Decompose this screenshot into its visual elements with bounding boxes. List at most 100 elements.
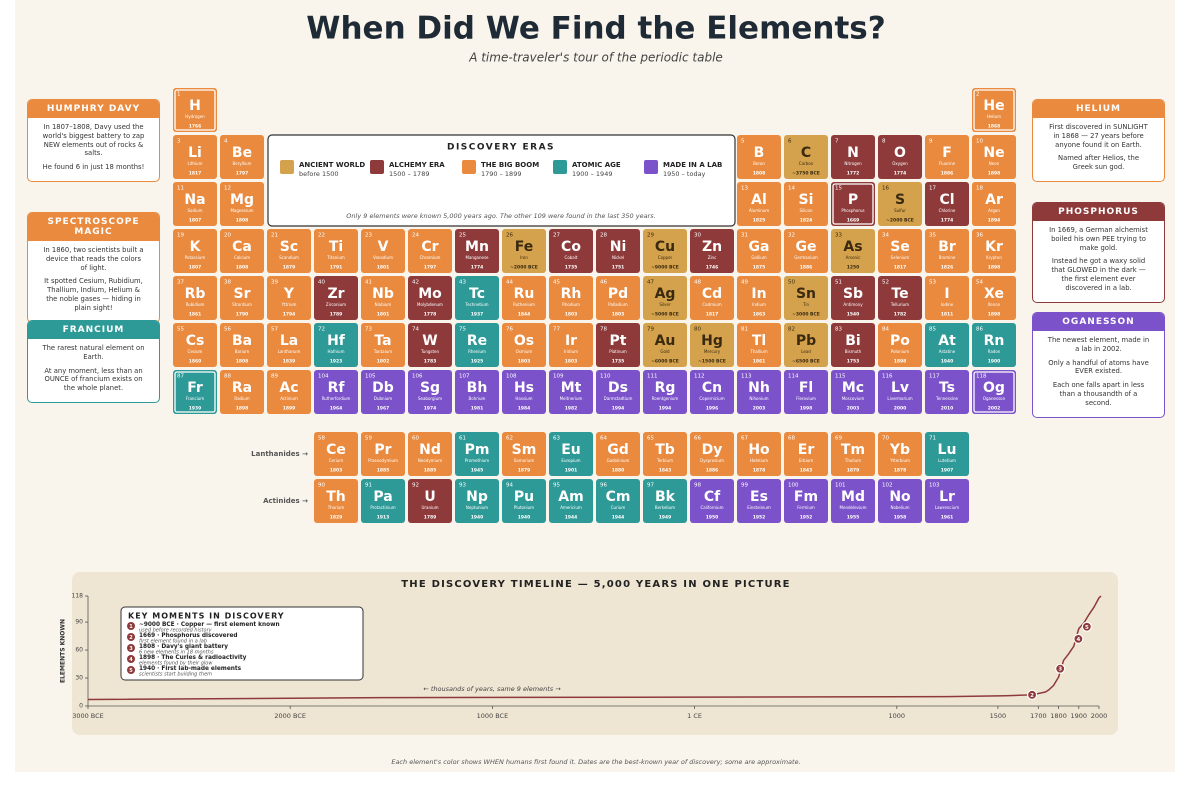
title: When Did We Find the Elements? bbox=[306, 11, 885, 47]
element-name: Moscovium bbox=[842, 396, 865, 401]
element-year: 1861 bbox=[189, 312, 202, 318]
element-year: 1808 bbox=[236, 218, 249, 224]
atomic-number: 114 bbox=[788, 374, 799, 380]
element-cell bbox=[737, 323, 781, 367]
element-symbol: Ca bbox=[232, 239, 252, 255]
element-year: 1982 bbox=[565, 406, 578, 412]
element-cell bbox=[549, 323, 593, 367]
element-name: Potassium bbox=[185, 255, 206, 260]
element-symbol: Ni bbox=[610, 239, 627, 255]
timeline-title: THE DISCOVERY TIMELINE — 5,000 YEARS IN … bbox=[401, 579, 790, 590]
element-year: 1861 bbox=[753, 359, 766, 365]
legend-name: THE BIG BOOM bbox=[481, 161, 539, 169]
element-year: 1774 bbox=[941, 218, 954, 224]
atomic-number: 10 bbox=[976, 139, 983, 145]
element-name: Radon bbox=[988, 349, 1001, 354]
element-name: Rhodium bbox=[562, 302, 580, 307]
element-year: 1898 bbox=[894, 359, 907, 365]
element-cell bbox=[408, 229, 452, 273]
element-name: Hafnium bbox=[328, 349, 345, 354]
atomic-number: 81 bbox=[741, 327, 748, 333]
element-cell bbox=[878, 229, 922, 273]
element-year: ~2000 BCE bbox=[510, 265, 538, 271]
element-cell bbox=[878, 432, 922, 476]
element-symbol: Sm bbox=[512, 442, 537, 458]
atomic-number: 26 bbox=[506, 233, 513, 239]
element-name: Germanium bbox=[794, 255, 818, 260]
atomic-number: 108 bbox=[506, 374, 517, 380]
element-year: 1984 bbox=[518, 406, 531, 412]
element-symbol: Hg bbox=[701, 333, 723, 349]
element-symbol: Lv bbox=[891, 380, 909, 396]
element-cell bbox=[972, 323, 1016, 367]
element-year: ~1500 BCE bbox=[698, 359, 726, 365]
atomic-number: 20 bbox=[224, 233, 231, 239]
element-symbol: Am bbox=[558, 489, 583, 505]
atomic-number: 43 bbox=[459, 280, 466, 286]
element-symbol: Sb bbox=[843, 286, 863, 302]
element-year: 1885 bbox=[424, 468, 437, 474]
atomic-number: 94 bbox=[506, 483, 513, 489]
y-tick-label: 90 bbox=[75, 619, 83, 626]
element-year: 1808 bbox=[753, 171, 766, 177]
element-symbol: Be bbox=[232, 145, 252, 161]
element-cell bbox=[596, 479, 640, 523]
atomic-number: 33 bbox=[835, 233, 842, 239]
key-marker bbox=[127, 666, 135, 674]
callout-text: In 1807–1808, Davy used the world's bigg… bbox=[42, 123, 145, 158]
element-cell bbox=[361, 229, 405, 273]
x-tick-label: 1000 BCE bbox=[477, 712, 509, 720]
element-year: 1964 bbox=[330, 406, 343, 412]
atomic-number: 50 bbox=[788, 280, 795, 286]
element-cell bbox=[549, 276, 593, 320]
element-symbol: Db bbox=[372, 380, 394, 396]
element-year: 1950 bbox=[706, 515, 719, 521]
atomic-number: 62 bbox=[506, 436, 513, 442]
element-cell bbox=[784, 432, 828, 476]
element-year: 1907 bbox=[941, 468, 954, 474]
element-symbol: C bbox=[801, 145, 811, 161]
element-name: Platinum bbox=[609, 349, 627, 354]
element-cell bbox=[455, 276, 499, 320]
moment-number: 5 bbox=[1085, 625, 1089, 631]
element-cell bbox=[784, 182, 828, 226]
element-name: Neon bbox=[989, 161, 1000, 166]
element-cell bbox=[549, 229, 593, 273]
element-symbol: Cl bbox=[939, 192, 954, 208]
element-cell bbox=[737, 276, 781, 320]
key-subtext: first element found in a lab bbox=[139, 638, 207, 644]
element-year: 1843 bbox=[659, 468, 672, 474]
atomic-number: 47 bbox=[647, 280, 654, 286]
element-symbol: Os bbox=[514, 333, 534, 349]
moment-number: 4 bbox=[1076, 637, 1080, 643]
element-year: 1801 bbox=[377, 265, 390, 271]
element-symbol: Br bbox=[938, 239, 956, 255]
atomic-number: 48 bbox=[694, 280, 701, 286]
element-year: 1797 bbox=[424, 265, 437, 271]
element-cell bbox=[361, 276, 405, 320]
element-cell bbox=[925, 370, 969, 414]
element-cell bbox=[455, 229, 499, 273]
element-name: Cadmium bbox=[702, 302, 721, 307]
element-cell bbox=[314, 432, 358, 476]
callout-title: HUMPHRY DAVY bbox=[28, 100, 159, 118]
element-year: 1925 bbox=[471, 359, 484, 365]
element-name: Iron bbox=[520, 255, 528, 260]
element-year: 1669 bbox=[847, 218, 860, 224]
atomic-number: 6 bbox=[788, 139, 792, 145]
element-name: Sulfur bbox=[894, 208, 906, 213]
element-year: 1878 bbox=[753, 468, 766, 474]
element-cell bbox=[220, 276, 264, 320]
element-year: 1772 bbox=[847, 171, 860, 177]
x-tick-label: 1900 bbox=[1071, 712, 1088, 720]
atomic-number: 109 bbox=[553, 374, 564, 380]
atomic-number: 85 bbox=[929, 327, 936, 333]
moment-marker bbox=[1073, 633, 1084, 644]
element-year: 1996 bbox=[706, 406, 719, 412]
element-name: Nitrogen bbox=[844, 161, 862, 166]
element-cell bbox=[173, 88, 217, 132]
element-year: 1898 bbox=[988, 171, 1001, 177]
element-year: 1955 bbox=[847, 515, 860, 521]
callout-text: It spotted Cesium, Rubidium, Thallium, I… bbox=[44, 277, 143, 312]
element-cell bbox=[972, 88, 1016, 132]
